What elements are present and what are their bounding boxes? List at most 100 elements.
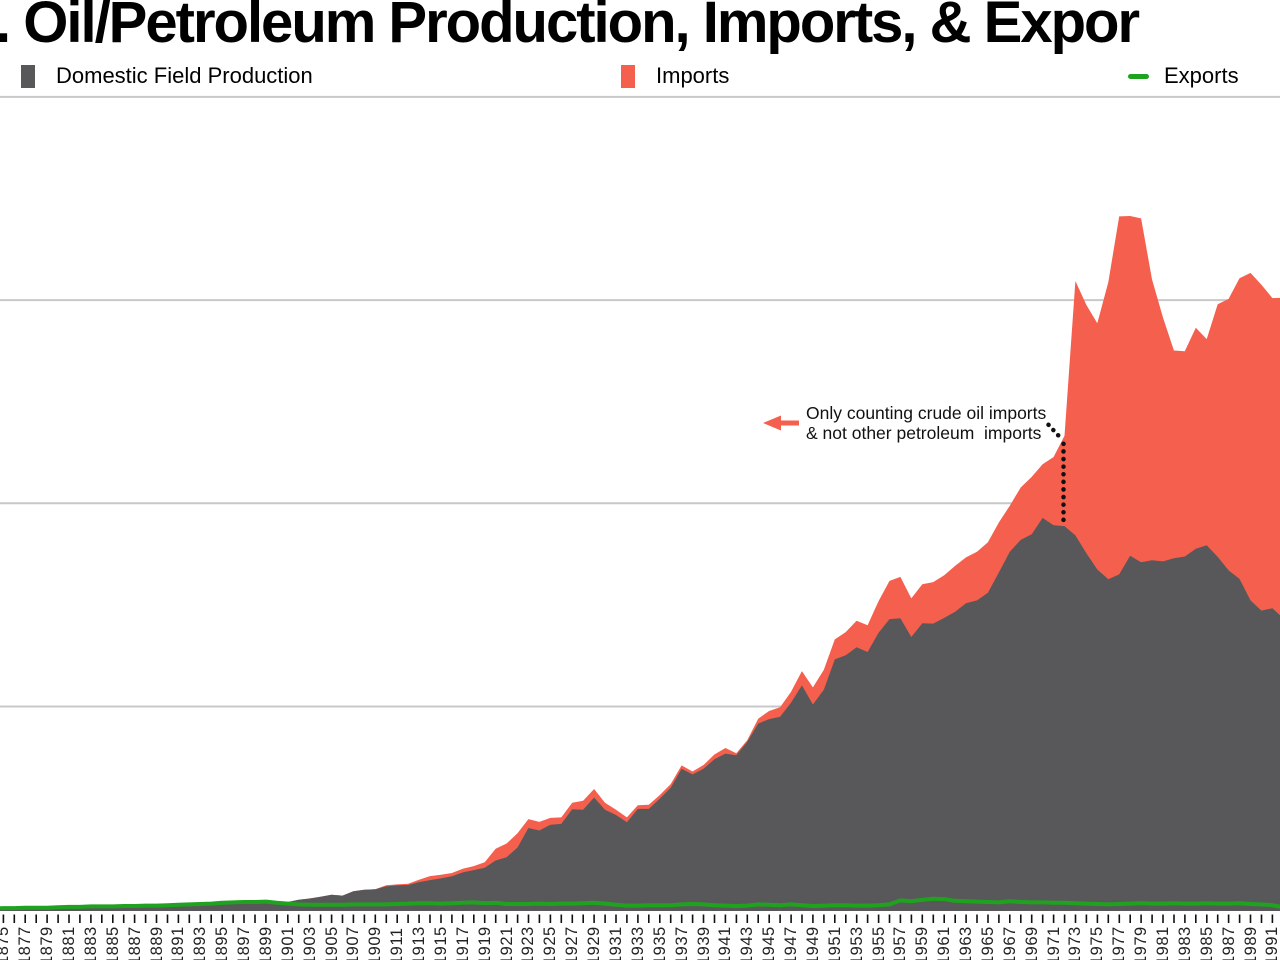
x-axis-label: 1963	[957, 926, 975, 960]
x-tick	[768, 914, 770, 923]
x-tick	[615, 914, 617, 923]
x-tick	[932, 914, 935, 923]
x-tick	[1074, 914, 1077, 923]
x-tick	[1216, 914, 1219, 923]
x-axis-label: 1991	[1263, 926, 1280, 960]
x-tick	[24, 914, 26, 923]
x-axis-label: 1887	[125, 926, 144, 960]
x-tick	[571, 914, 574, 923]
x-axis-label: 1875	[0, 926, 13, 960]
x-tick	[112, 914, 114, 923]
x-axis-label: 1987	[1219, 926, 1238, 960]
x-tick	[779, 914, 781, 923]
x-tick	[308, 914, 311, 923]
x-tick	[494, 914, 497, 923]
x-tick	[122, 914, 125, 923]
x-tick	[68, 914, 70, 923]
x-tick	[1260, 914, 1263, 923]
annotation-line-2: & not other petroleum imports	[806, 423, 1042, 443]
x-axis-label: 1965	[978, 926, 997, 960]
x-tick	[976, 914, 978, 923]
x-tick	[199, 914, 202, 923]
x-tick	[593, 914, 595, 923]
x-axis-label: 1905	[322, 926, 341, 960]
x-tick	[1096, 914, 1099, 923]
x-axis-label: 1891	[169, 926, 188, 960]
x-tick	[702, 914, 705, 923]
x-tick	[1195, 914, 1197, 923]
page-title: . Oil/Petroleum Production, Imports, & E…	[0, 0, 1140, 55]
x-tick	[538, 914, 541, 923]
x-axis-label: 1971	[1044, 926, 1063, 960]
x-tick	[330, 914, 333, 923]
x-axis-label: 1917	[453, 926, 472, 960]
x-axis-label: 1937	[672, 926, 691, 960]
x-axis-label: 1933	[628, 926, 647, 960]
x-tick	[1030, 914, 1033, 923]
x-axis-label: 1983	[1175, 926, 1194, 960]
x-tick	[1227, 914, 1230, 923]
x-axis-label: 1885	[103, 926, 122, 960]
x-tick	[276, 914, 278, 923]
x-axis-label: 1897	[235, 926, 253, 960]
x-tick	[801, 914, 803, 923]
x-tick	[101, 914, 103, 923]
x-axis-label: 1967	[1000, 926, 1019, 960]
x-tick	[1173, 914, 1175, 923]
x-axis-label: 1955	[869, 926, 888, 960]
x-tick	[396, 914, 398, 923]
legend-label-exports: Exports	[1164, 63, 1239, 88]
x-axis-label: 1921	[497, 926, 516, 960]
x-tick	[1162, 914, 1164, 923]
x-tick	[823, 914, 825, 923]
x-tick	[1249, 914, 1252, 923]
x-axis-label: 1989	[1241, 926, 1260, 960]
production-area	[0, 517, 1280, 911]
x-axis-label: 1883	[81, 926, 100, 960]
annotation-text: Only counting crude oil imports & not ot…	[806, 403, 1046, 443]
x-axis-label: 1913	[410, 926, 428, 960]
x-tick	[1009, 914, 1011, 923]
x-axis-label: 1901	[278, 926, 297, 960]
x-tick	[2, 914, 5, 923]
x-axis-label: 1981	[1154, 926, 1172, 960]
x-axis-label: 1951	[825, 926, 844, 960]
x-tick	[1129, 914, 1131, 923]
x-tick	[13, 914, 16, 923]
x-tick	[57, 914, 59, 923]
x-axis-label: 1923	[519, 926, 538, 960]
x-axis-label: 1879	[38, 926, 57, 960]
x-tick	[46, 914, 48, 923]
x-tick	[746, 914, 749, 923]
exports-line-swatch-icon	[1128, 73, 1149, 79]
x-tick	[341, 914, 344, 923]
x-tick	[385, 914, 388, 923]
x-tick	[527, 914, 530, 923]
x-axis-label: 1945	[760, 926, 779, 960]
x-axis-label: 1919	[475, 926, 494, 960]
annotation-line-1: Only counting crude oil imports	[806, 403, 1047, 423]
x-tick	[319, 914, 322, 923]
x-axis-label: 1949	[803, 926, 822, 960]
x-tick	[998, 914, 1000, 923]
x-tick	[845, 914, 847, 923]
x-tick	[790, 914, 792, 923]
x-tick	[90, 914, 92, 923]
x-tick	[483, 914, 486, 923]
x-axis-label: 1889	[147, 926, 166, 960]
x-tick	[987, 914, 989, 923]
x-axis-label: 1975	[1088, 926, 1107, 960]
x-axis-label: 1985	[1197, 926, 1216, 960]
x-tick	[232, 914, 234, 923]
x-tick	[243, 914, 245, 923]
x-tick	[757, 914, 759, 923]
x-tick	[1052, 914, 1055, 923]
x-tick	[35, 914, 37, 923]
x-tick	[812, 914, 814, 923]
annotation-arrow-head	[763, 415, 781, 431]
x-tick	[954, 914, 956, 923]
x-axis-label: 1943	[738, 926, 757, 960]
x-tick	[691, 914, 694, 923]
x-tick	[1184, 914, 1186, 923]
